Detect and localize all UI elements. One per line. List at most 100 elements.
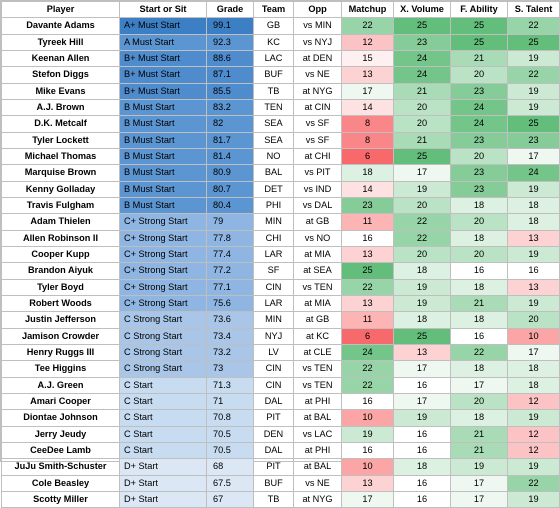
team-cell: BAL: [253, 164, 294, 182]
header-f-ability: F. Ability: [450, 0, 508, 19]
matchup-cell: 22: [341, 376, 394, 394]
s-talent-cell: 19: [507, 98, 560, 117]
x-volume-cell: 25: [393, 17, 451, 35]
opp-cell: at PHI: [293, 441, 342, 460]
s-talent-cell: 24: [507, 164, 560, 182]
table-row: Amari Cooper C Start 71 DAL at PHI 16 17 20 12: [1, 392, 560, 411]
matchup-cell: 13: [341, 294, 394, 313]
s-talent-cell: 22: [507, 17, 560, 35]
f-ability-cell: 25: [450, 33, 508, 51]
team-cell: LAR: [253, 294, 294, 313]
opp-cell: at NYG: [293, 490, 342, 508]
start-or-sit-cell: D+ Start: [119, 490, 207, 508]
player-cell: Justin Jefferson: [1, 311, 120, 329]
matchup-cell: 17: [341, 82, 394, 100]
matchup-cell: 22: [341, 17, 394, 35]
grade-cell: 99.1: [206, 17, 254, 35]
start-or-sit-cell: A+ Must Start: [119, 17, 207, 35]
table-row: Tyler Lockett B Must Start 81.7 SEA vs SF 8 21…: [1, 131, 560, 149]
table-row: D.K. Metcalf B Must Start 82 SEA vs SF 8 20 24 2…: [1, 115, 560, 133]
player-cell: Tyler Boyd: [1, 278, 120, 296]
matchup-cell: 11: [341, 213, 394, 231]
s-talent-cell: 25: [507, 115, 560, 133]
player-cell: Cooper Kupp: [1, 245, 120, 264]
opp-cell: at MIA: [293, 294, 342, 313]
team-cell: NYJ: [253, 327, 294, 345]
start-or-sit-cell: D+ Start: [119, 474, 207, 492]
table-row: Davante Adams A+ Must Start 99.1 GB vs MIN 22…: [1, 17, 560, 35]
s-talent-cell: 17: [507, 343, 560, 362]
table-row: Keenan Allen B+ Must Start 88.6 LAC at DEN 15…: [1, 49, 560, 68]
opp-cell: vs NE: [293, 474, 342, 492]
x-volume-cell: 17: [393, 360, 451, 378]
x-volume-cell: 18: [393, 262, 451, 280]
start-or-sit-cell: B Must Start: [119, 147, 207, 166]
s-talent-cell: 19: [507, 180, 560, 198]
table-row: A.J. Green C Start 71.3 CIN vs TEN 22 16 17 18: [1, 376, 560, 394]
grade-cell: 92.3: [206, 33, 254, 51]
grade-cell: 73.4: [206, 327, 254, 345]
start-or-sit-cell: C Start: [119, 425, 207, 443]
x-volume-cell: 24: [393, 66, 451, 84]
f-ability-cell: 24: [450, 98, 508, 117]
start-or-sit-cell: B+ Must Start: [119, 49, 207, 68]
s-talent-cell: 19: [507, 49, 560, 68]
player-cell: Amari Cooper: [1, 392, 120, 411]
player-cell: Tee Higgins: [1, 360, 120, 378]
grade-cell: 80.4: [206, 196, 254, 215]
opp-cell: at CIN: [293, 98, 342, 117]
s-talent-cell: 22: [507, 66, 560, 84]
opp-cell: at PHI: [293, 392, 342, 411]
table-row: Robert Woods C+ Strong Start 75.6 LAR at MIA…: [1, 294, 560, 313]
table-row: Tee Higgins C Strong Start 73 CIN vs TEN 22 17…: [1, 360, 560, 378]
team-cell: CIN: [253, 360, 294, 378]
header-x-volume: X. Volume: [393, 0, 451, 19]
s-talent-cell: 17: [507, 147, 560, 166]
grade-cell: 70.5: [206, 425, 254, 443]
grade-cell: 88.6: [206, 49, 254, 68]
x-volume-cell: 19: [393, 278, 451, 296]
player-cell: Stefon Diggs: [1, 66, 120, 84]
matchup-cell: 15: [341, 49, 394, 68]
start-or-sit-cell: C+ Strong Start: [119, 213, 207, 231]
s-talent-cell: 18: [507, 213, 560, 231]
table-row: Stefon Diggs B+ Must Start 87.1 BUF vs NE 13 2…: [1, 66, 560, 84]
start-or-sit-cell: C+ Strong Start: [119, 229, 207, 247]
table-row: Cole Beasley D+ Start 67.5 BUF vs NE 13 16 17 22: [1, 474, 560, 492]
opp-cell: vs PIT: [293, 164, 342, 182]
team-cell: TB: [253, 490, 294, 508]
opp-cell: at NYG: [293, 82, 342, 100]
matchup-cell: 13: [341, 66, 394, 84]
start-or-sit-cell: D+ Start: [119, 458, 207, 476]
table-row: JuJu Smith-Schuster D+ Start 68 PIT at BAL 10…: [1, 458, 560, 476]
matchup-cell: 8: [341, 115, 394, 133]
s-talent-cell: 20: [507, 311, 560, 329]
s-talent-cell: 12: [507, 425, 560, 443]
opp-cell: at CLE: [293, 343, 342, 362]
x-volume-cell: 21: [393, 131, 451, 149]
matchup-cell: 16: [341, 392, 394, 411]
f-ability-cell: 25: [450, 17, 508, 35]
s-talent-cell: 10: [507, 327, 560, 345]
player-cell: Henry Ruggs III: [1, 343, 120, 362]
opp-cell: vs TEN: [293, 376, 342, 394]
x-volume-cell: 25: [393, 147, 451, 166]
team-cell: SEA: [253, 115, 294, 133]
matchup-cell: 24: [341, 343, 394, 362]
x-volume-cell: 19: [393, 180, 451, 198]
x-volume-cell: 21: [393, 82, 451, 100]
team-cell: KC: [253, 33, 294, 51]
matchup-cell: 14: [341, 180, 394, 198]
player-cell: CeeDee Lamb: [1, 441, 120, 460]
player-cell: Adam Thielen: [1, 213, 120, 231]
table-row: Scotty Miller D+ Start 67 TB at NYG 17 16 17 19: [1, 490, 560, 508]
matchup-cell: 12: [341, 33, 394, 51]
f-ability-cell: 20: [450, 245, 508, 264]
grade-cell: 71: [206, 392, 254, 411]
s-talent-cell: 18: [507, 196, 560, 215]
player-cell: JuJu Smith-Schuster: [1, 458, 120, 476]
f-ability-cell: 17: [450, 474, 508, 492]
player-cell: Cole Beasley: [1, 474, 120, 492]
start-or-sit-cell: C Strong Start: [119, 327, 207, 345]
